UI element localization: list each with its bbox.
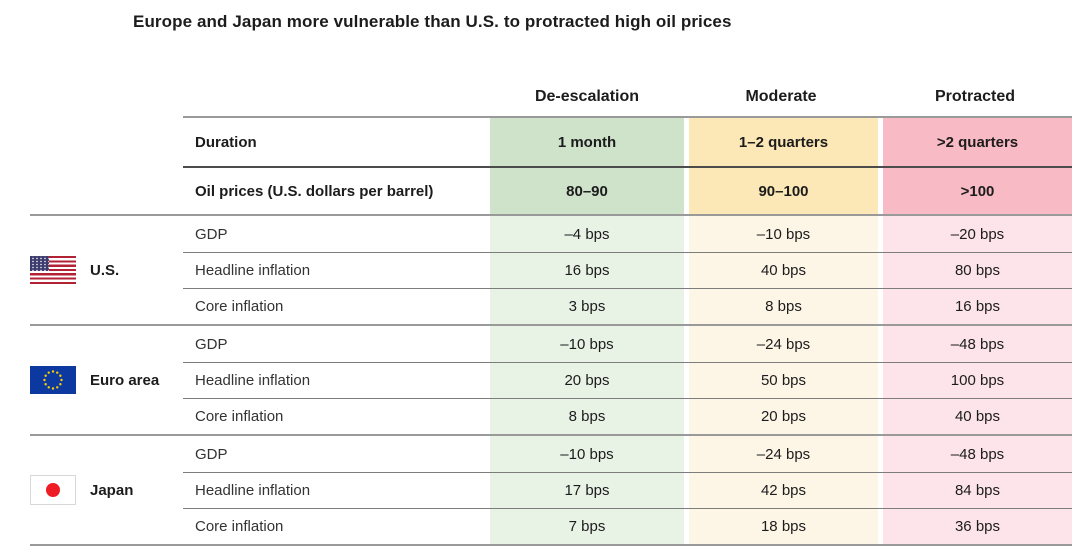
country-label-japan: Japan: [90, 481, 134, 499]
cell-value: 1–2 quarters: [684, 118, 878, 166]
cell-value: 80 bps: [878, 253, 1072, 288]
cell-value: 42 bps: [684, 473, 878, 508]
scenario-table: De-escalation Moderate Protracted Durati…: [30, 78, 1072, 546]
cell-value: –48 bps: [878, 326, 1072, 362]
row-label: Headline inflation: [195, 262, 311, 279]
table-row-japan-core-inflation: Core inflation 7 bps 18 bps 36 bps: [183, 508, 1072, 544]
country-section-us: U.S. GDP –4 bps –10 bps –20 bps Headline…: [30, 214, 1072, 324]
row-label: Core inflation: [195, 408, 284, 425]
country-label-us: U.S.: [90, 261, 120, 279]
cell-value: 8 bps: [490, 399, 684, 434]
eu-flag-icon: [30, 366, 76, 394]
country-label-euro-area: Euro area: [90, 371, 160, 389]
row-label: Headline inflation: [195, 372, 311, 389]
cell-value: 3 bps: [490, 289, 684, 324]
row-label: Oil prices (U.S. dollars per barrel): [195, 182, 434, 200]
parameters-gutter: [30, 116, 183, 214]
table-row-euro-core-inflation: Core inflation 8 bps 20 bps 40 bps: [183, 398, 1072, 434]
cell-value: 16 bps: [878, 289, 1072, 324]
figure-title: Europe and Japan more vulnerable than U.…: [133, 12, 732, 31]
country-section-japan: Japan GDP –10 bps –24 bps –48 bps Headli…: [30, 434, 1072, 544]
table-row-japan-gdp: GDP –10 bps –24 bps –48 bps: [183, 436, 1072, 472]
row-label: Duration: [195, 133, 257, 151]
cell-value: 40 bps: [878, 399, 1072, 434]
cell-value: 18 bps: [684, 509, 878, 544]
cell-value: –4 bps: [490, 216, 684, 252]
table-row-oil-prices: Oil prices (U.S. dollars per barrel) 80–…: [183, 166, 1072, 214]
cell-value: 20 bps: [490, 363, 684, 398]
cell-value: 1 month: [490, 118, 684, 166]
table-row-us-core-inflation: Core inflation 3 bps 8 bps 16 bps: [183, 288, 1072, 324]
cell-value: 16 bps: [490, 253, 684, 288]
cell-value: 7 bps: [490, 509, 684, 544]
country-section-euro-area: Euro area GDP –10 bps –24 bps –48 bps He…: [30, 324, 1072, 434]
row-label: GDP: [195, 445, 228, 463]
cell-value: 36 bps: [878, 509, 1072, 544]
cell-value: >100: [878, 168, 1072, 214]
table-row-euro-gdp: GDP –10 bps –24 bps –48 bps: [183, 326, 1072, 362]
cell-value: –24 bps: [684, 436, 878, 472]
table-row-us-gdp: GDP –4 bps –10 bps –20 bps: [183, 216, 1072, 252]
japan-flag-icon: [30, 475, 76, 505]
cell-value: 100 bps: [878, 363, 1072, 398]
row-label: Core inflation: [195, 298, 284, 315]
cell-value: 20 bps: [684, 399, 878, 434]
column-header-protracted: Protracted: [934, 88, 1016, 105]
cell-value: –10 bps: [684, 216, 878, 252]
cell-value: 50 bps: [684, 363, 878, 398]
cell-value: –48 bps: [878, 436, 1072, 472]
cell-value: 80–90: [490, 168, 684, 214]
table-row-euro-headline-inflation: Headline inflation 20 bps 50 bps 100 bps: [183, 362, 1072, 398]
row-label: Headline inflation: [195, 482, 311, 499]
us-flag-icon: [30, 256, 76, 284]
cell-value: >2 quarters: [878, 118, 1072, 166]
cell-value: 17 bps: [490, 473, 684, 508]
cell-value: –24 bps: [684, 326, 878, 362]
table-row-us-headline-inflation: Headline inflation 16 bps 40 bps 80 bps: [183, 252, 1072, 288]
column-header-moderate: Moderate: [745, 88, 817, 105]
table-row-japan-headline-inflation: Headline inflation 17 bps 42 bps 84 bps: [183, 472, 1072, 508]
column-header-de-escalation: De-escalation: [534, 88, 640, 105]
row-label: GDP: [195, 335, 228, 353]
cell-value: 40 bps: [684, 253, 878, 288]
scenario-header-row: De-escalation Moderate Protracted: [30, 78, 1072, 116]
cell-value: –10 bps: [490, 436, 684, 472]
parameters-section: Duration 1 month 1–2 quarters >2 quarter…: [30, 116, 1072, 214]
row-label: GDP: [195, 225, 228, 243]
cell-value: –10 bps: [490, 326, 684, 362]
cell-value: 90–100: [684, 168, 878, 214]
cell-value: 84 bps: [878, 473, 1072, 508]
row-label: Core inflation: [195, 518, 284, 535]
table-row-duration: Duration 1 month 1–2 quarters >2 quarter…: [183, 118, 1072, 166]
cell-value: 8 bps: [684, 289, 878, 324]
cell-value: –20 bps: [878, 216, 1072, 252]
